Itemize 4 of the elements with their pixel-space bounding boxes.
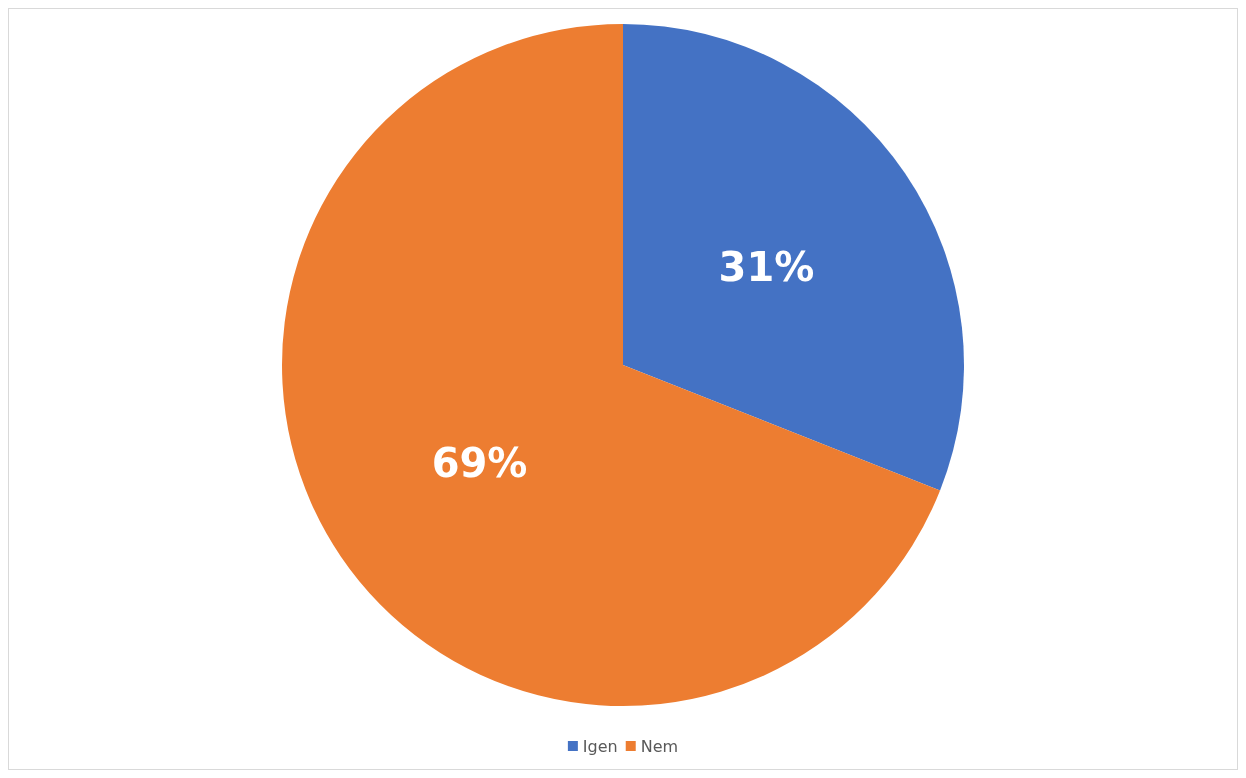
legend-label: Nem <box>640 736 679 756</box>
data-label: 31% <box>718 244 815 291</box>
legend-label: Igen <box>582 736 618 756</box>
data-label: 69% <box>431 439 528 486</box>
